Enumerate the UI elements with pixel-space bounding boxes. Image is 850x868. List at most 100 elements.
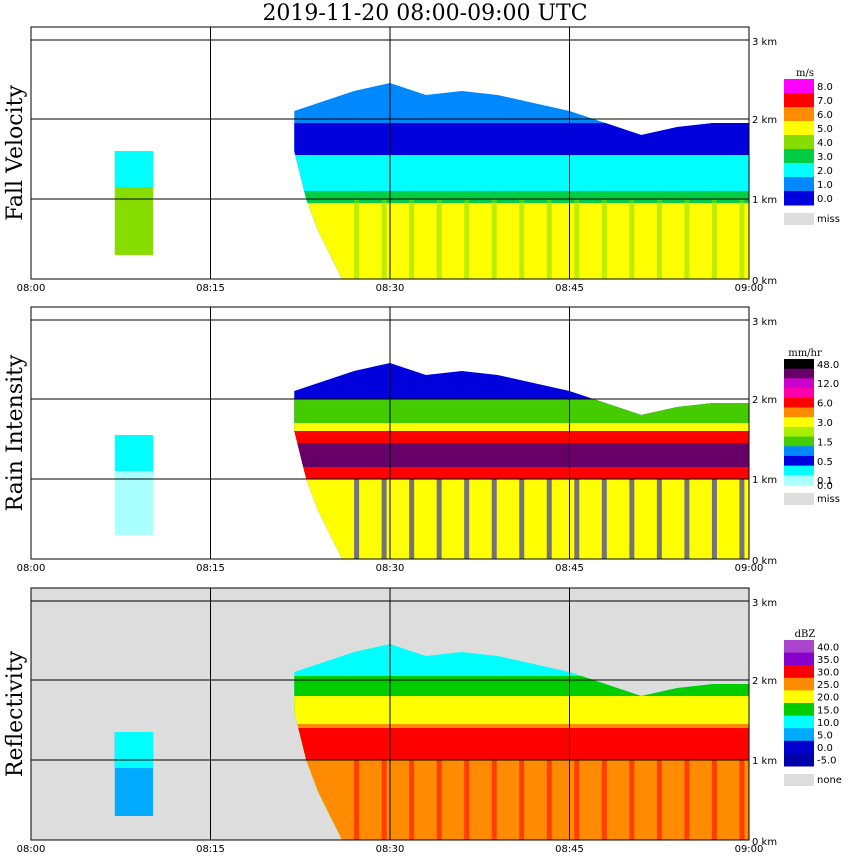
y-tick-label: 0 km — [752, 276, 777, 287]
fall-streak — [684, 760, 690, 840]
fall-streak — [546, 199, 552, 279]
x-tick-label: 09:00 — [735, 563, 764, 574]
legend-swatch — [784, 417, 814, 428]
legend-swatch — [784, 359, 814, 370]
y-axis-label: Reflectivity — [3, 650, 28, 777]
legend-swatch — [784, 753, 814, 767]
fall-streak — [491, 760, 497, 840]
x-tick-label: 08:15 — [196, 563, 225, 574]
legend-label: 0.0 — [817, 194, 833, 205]
x-tick-label: 08:30 — [376, 283, 405, 294]
echo-cell-top — [114, 435, 154, 471]
y-tick-label: 1 km — [752, 756, 777, 767]
legend-swatch — [784, 407, 814, 418]
legend-swatch — [784, 455, 814, 467]
legend-swatch — [784, 436, 814, 447]
legend-label: 0.5 — [817, 457, 833, 468]
x-tick-label: 08:45 — [555, 563, 584, 574]
legend-label: 0.1 — [817, 476, 833, 487]
x-tick-label: 09:00 — [735, 283, 764, 294]
legend-label: 7.0 — [817, 96, 833, 107]
legend-unit: dBZ — [795, 629, 816, 640]
x-tick-label: 08:45 — [555, 283, 584, 294]
fall-streak — [381, 760, 387, 840]
fall-streak — [711, 479, 717, 559]
plot-frame — [30, 26, 750, 280]
fall-streak — [464, 199, 470, 279]
fall-streak — [684, 199, 690, 279]
fall-streak — [574, 760, 580, 840]
y-tick-label: 2 km — [752, 676, 777, 687]
plot-frame — [30, 587, 750, 841]
panel-3: Reflectivity 08:00 08:15 08:30 08:45 09:000 k… — [3, 587, 842, 855]
x-tick-label: 08:15 — [196, 283, 225, 294]
legend-swatch — [784, 446, 814, 457]
legend-label: 3.0 — [817, 418, 833, 429]
legend-swatch — [784, 163, 814, 178]
y-tick-label: 2 km — [752, 395, 777, 406]
legend-swatch — [784, 703, 814, 717]
legend-label: 1.5 — [817, 437, 833, 448]
legend-swatch — [784, 397, 814, 408]
y-axis-label: Rain Intensity — [3, 354, 28, 511]
fall-streak — [409, 760, 415, 840]
fall-streak — [739, 760, 745, 840]
legend-label: 35.0 — [817, 655, 839, 666]
legend-swatch — [784, 677, 814, 691]
fall-streak — [656, 479, 662, 559]
legend-swatch — [784, 79, 814, 94]
legend-swatch — [784, 93, 814, 108]
legend-miss-swatch — [784, 493, 814, 505]
legend-label: 6.0 — [817, 110, 833, 121]
legend-swatch — [784, 426, 814, 438]
precip-band-4 — [294, 443, 749, 467]
x-tick-label: 08:00 — [17, 283, 46, 294]
x-tick-label: 08:15 — [196, 844, 225, 855]
precip-body — [294, 644, 749, 840]
legend-label: 10.0 — [817, 718, 839, 729]
fall-streak — [629, 760, 635, 840]
fall-streak — [409, 479, 415, 559]
legend-swatch — [784, 107, 814, 122]
fall-streak — [546, 479, 552, 559]
echo-cell-top — [114, 732, 154, 768]
legend-zero-label: 0.0 — [817, 481, 833, 492]
legend-swatch — [784, 149, 814, 164]
legend-swatch — [784, 728, 814, 742]
legend-swatch — [784, 475, 814, 486]
fall-streak — [546, 760, 552, 840]
precip-band-4 — [294, 728, 749, 760]
fall-streak — [519, 479, 525, 559]
x-tick-label: 08:30 — [376, 563, 405, 574]
legend-label: 30.0 — [817, 668, 839, 679]
legend-swatch — [784, 665, 814, 679]
panel-1: Fall Velocity 08:00 08:15 08:30 08:45 09:000 … — [3, 26, 840, 294]
legend-swatch — [784, 465, 814, 476]
x-tick-label: 08:00 — [17, 563, 46, 574]
data-region — [114, 83, 749, 279]
data-region — [114, 644, 749, 840]
y-tick-label: 2 km — [752, 115, 777, 126]
y-tick-label: 1 km — [752, 475, 777, 486]
fall-streak — [436, 479, 442, 559]
legend-swatch — [784, 652, 814, 666]
fall-streak — [601, 479, 607, 559]
legend: m/s8.0 7.0 6.0 5.0 4.0 3.0 2.0 1.0 0.0 miss — [784, 68, 840, 225]
legend-swatch — [784, 191, 814, 206]
legend-swatch — [784, 740, 814, 754]
x-tick-label: 09:00 — [735, 844, 764, 855]
fall-streak — [711, 760, 717, 840]
fall-streak — [601, 199, 607, 279]
x-tick-label: 08:45 — [555, 844, 584, 855]
y-tick-label: 1 km — [752, 195, 777, 206]
fall-streak — [629, 479, 635, 559]
legend-miss-swatch — [784, 774, 814, 786]
legend-swatch — [784, 177, 814, 192]
legend-label: 40.0 — [817, 642, 839, 653]
fall-streak — [491, 479, 497, 559]
fall-streak — [601, 760, 607, 840]
legend-label: -5.0 — [817, 756, 837, 767]
